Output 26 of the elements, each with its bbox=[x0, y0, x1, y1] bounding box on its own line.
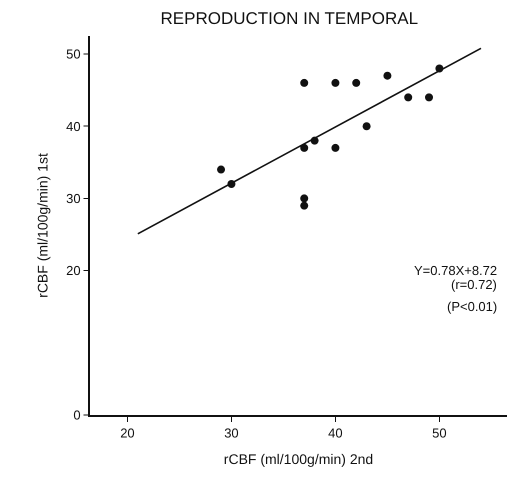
point bbox=[383, 72, 392, 80]
y-tick-label: 40 bbox=[66, 118, 81, 134]
annotation: Y=0.78X+8.72 bbox=[414, 263, 498, 278]
x-tick-label: 30 bbox=[224, 425, 239, 440]
point bbox=[300, 78, 308, 87]
y-tick-label: 30 bbox=[66, 190, 81, 206]
point bbox=[331, 144, 340, 152]
y-tick-label: 50 bbox=[66, 46, 81, 62]
point bbox=[300, 202, 308, 210]
y-tick-label: 0 bbox=[73, 408, 81, 423]
point bbox=[404, 93, 412, 102]
annotation: (r=0.72) bbox=[451, 277, 497, 292]
x-tick-label: 40 bbox=[328, 425, 343, 440]
x-tick-label: 20 bbox=[120, 425, 135, 440]
point bbox=[217, 166, 226, 174]
point bbox=[362, 122, 371, 130]
x-axis-title: rCBF (ml/100g/min) 2nd bbox=[224, 451, 374, 468]
x-tick-label: 50 bbox=[432, 425, 447, 440]
y-axis-title: rCBF (ml/100g/min) 1st bbox=[34, 153, 50, 298]
point bbox=[300, 194, 308, 202]
point bbox=[331, 78, 340, 87]
point bbox=[425, 93, 434, 102]
chart-title: REPRODUCTION IN TEMPORAL bbox=[160, 8, 418, 28]
y-tick-label: 20 bbox=[66, 263, 81, 278]
point bbox=[352, 78, 360, 87]
annotation: (P<0.01) bbox=[447, 299, 498, 314]
